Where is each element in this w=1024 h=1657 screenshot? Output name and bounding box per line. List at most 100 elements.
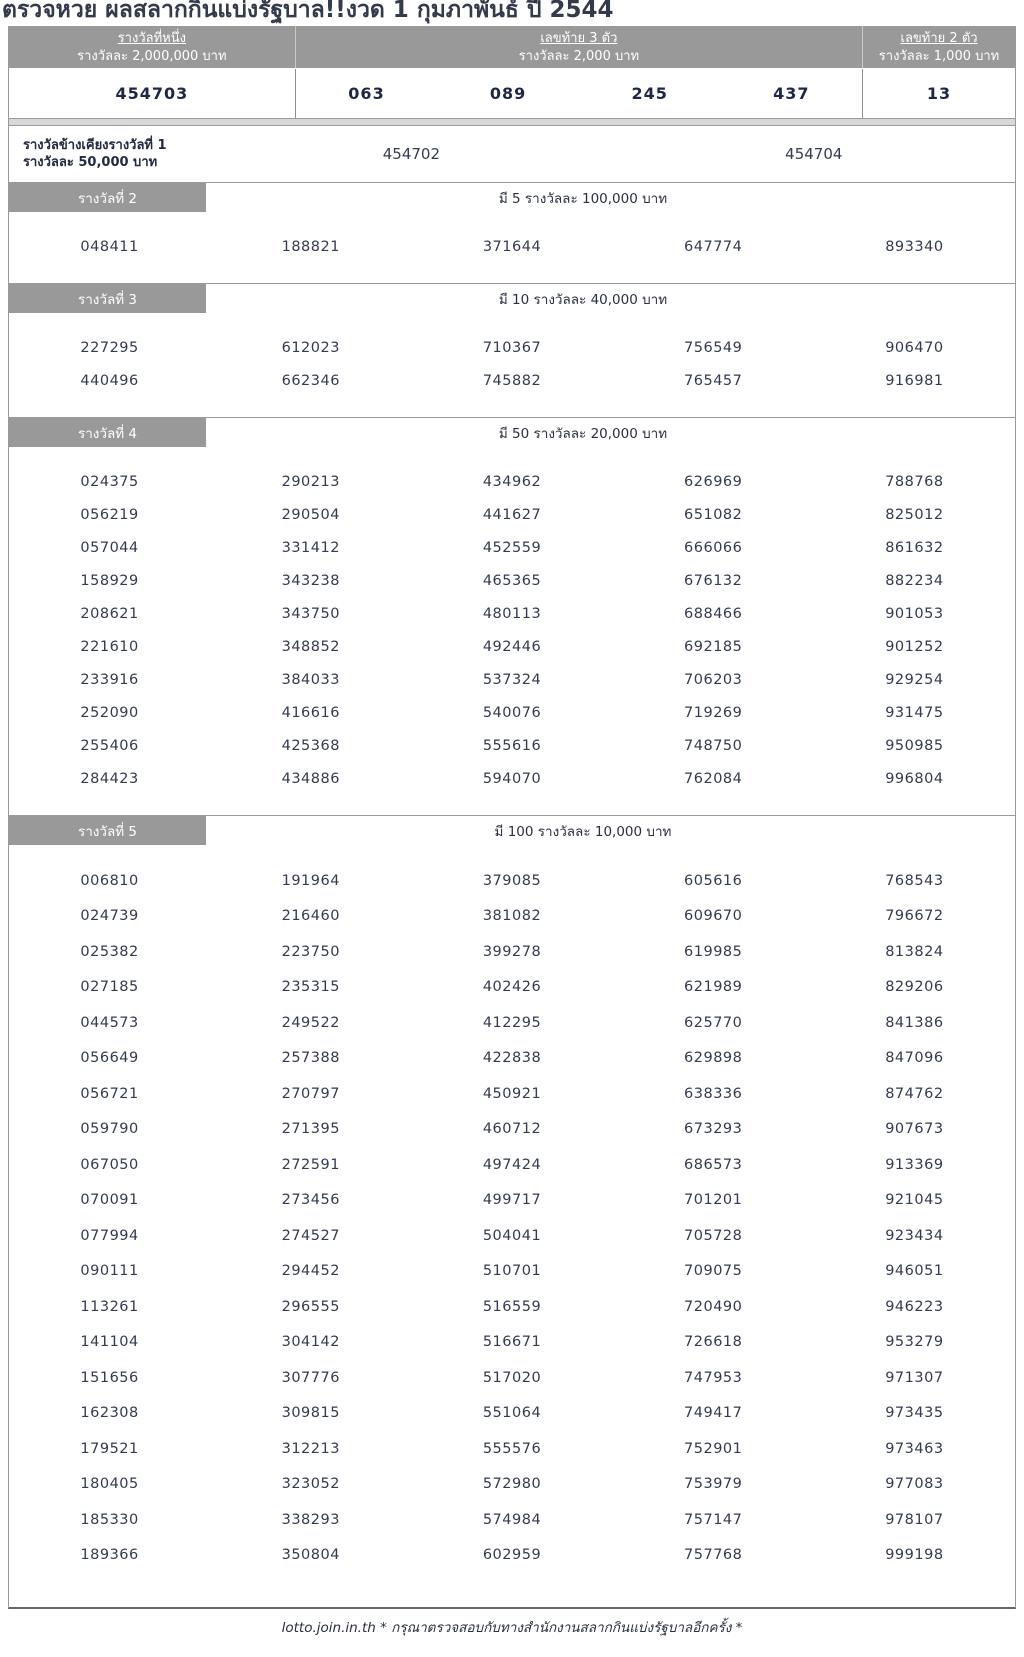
prize-number: 257388 — [281, 1050, 340, 1067]
prize-number: 946051 — [885, 1263, 944, 1280]
lottery-results-table: รางวัลที่หนึ่ง รางวัลละ 2,000,000 บาท เล… — [8, 26, 1016, 1609]
side-prize-label: รางวัลข้างเคียงรางวัลที่ 1 รางวัลละ 50,0… — [9, 137, 210, 171]
prize-number: 720490 — [684, 1298, 743, 1315]
section-band-prize-4: รางวัลที่ 4 มี 50 รางวัลละ 20,000 บาท — [9, 417, 1015, 447]
prize-number: 893340 — [885, 238, 944, 255]
side-prize-row: รางวัลข้างเคียงรางวัลที่ 1 รางวัลละ 50,0… — [9, 126, 1015, 182]
section-label: รางวัลที่ 2 — [9, 183, 206, 212]
section-info: มี 10 รางวัลละ 40,000 บาท — [498, 291, 668, 308]
section-label: รางวัลที่ 3 — [9, 284, 206, 313]
prize-number: 861632 — [885, 539, 944, 556]
prize-number: 621989 — [684, 979, 743, 996]
section-info: มี 100 รางวัลละ 10,000 บาท — [494, 823, 672, 840]
prize-number: 813824 — [885, 943, 944, 960]
prize-number: 605616 — [684, 872, 743, 889]
prize-number: 151656 — [80, 1369, 139, 1386]
prize-number: 710367 — [482, 339, 542, 356]
prize-number: 499717 — [482, 1192, 542, 1209]
three-digit-amount: รางวัลละ 2,000 บาท — [518, 48, 640, 64]
prize-number: 706203 — [684, 671, 743, 688]
prize-number: 284423 — [80, 770, 139, 787]
prize-number: 686573 — [684, 1156, 743, 1173]
prize-number: 901252 — [885, 638, 944, 655]
first-prize-number-cell: 454703 — [9, 69, 295, 118]
prize-number: 709075 — [684, 1263, 743, 1280]
prize-number: 756549 — [684, 339, 743, 356]
prize-number: 350804 — [281, 1547, 340, 1564]
separator-strip — [9, 118, 1015, 126]
prize-number: 024739 — [80, 908, 139, 925]
prize-number: 056721 — [80, 1085, 139, 1102]
prize-number: 274527 — [281, 1227, 340, 1244]
prize-number: 931475 — [885, 704, 944, 721]
prize-number: 662346 — [281, 372, 340, 389]
two-digit-label: เลขท้าย 2 ตัว — [900, 30, 978, 46]
prize-number: 290504 — [281, 506, 340, 523]
prize-number: 273456 — [281, 1192, 340, 1209]
first-prize-number: 454703 — [115, 84, 189, 103]
prize-number: 006810 — [80, 872, 139, 889]
prize-number: 676132 — [684, 572, 743, 589]
side-prize-label-line2: รางวัลละ 50,000 บาท — [23, 155, 158, 170]
prize-number: 312213 — [281, 1440, 340, 1457]
section-label: รางวัลที่ 5 — [9, 816, 206, 845]
prize-number: 044573 — [80, 1014, 139, 1031]
prize-number: 666066 — [684, 539, 743, 556]
prize-number: 059790 — [80, 1121, 139, 1138]
prize-number: 726618 — [684, 1334, 743, 1351]
prize-number: 796672 — [885, 908, 944, 925]
prize-number: 923434 — [885, 1227, 944, 1244]
prize-number: 953279 — [885, 1334, 944, 1351]
two-digit-number-cell: 13 — [862, 69, 1015, 118]
prize-number: 768543 — [885, 872, 944, 889]
prize-number: 946223 — [885, 1298, 944, 1315]
prize-number: 638336 — [684, 1085, 743, 1102]
prize-number: 188821 — [281, 238, 340, 255]
prize-number: 402426 — [482, 979, 542, 996]
prize-number: 425368 — [281, 737, 340, 754]
prize-number: 221610 — [80, 638, 139, 655]
prize-number: 594070 — [482, 770, 542, 787]
prize-number: 077994 — [80, 1227, 139, 1244]
prize-number: 208621 — [80, 605, 139, 622]
two-digit-number: 13 — [926, 84, 952, 103]
prize-number: 647774 — [684, 238, 743, 255]
prize-number: 874762 — [885, 1085, 944, 1102]
prize-number: 294452 — [281, 1263, 340, 1280]
prize-number: 343750 — [281, 605, 340, 622]
prize-number: 701201 — [684, 1192, 743, 1209]
prize-number: 384033 — [281, 671, 340, 688]
prize-number: 348852 — [281, 638, 340, 655]
prize-number: 752901 — [684, 1440, 743, 1457]
prize-number: 233916 — [80, 671, 139, 688]
page-title: ตรวจหวย ผลสลากกินแบ่งรัฐบาล!!งวด 1 กุมภา… — [2, 0, 614, 23]
prize-number: 555616 — [482, 737, 542, 754]
prize-number: 757768 — [684, 1547, 743, 1564]
prize-number: 516671 — [482, 1334, 542, 1351]
prize-number: 343238 — [281, 572, 340, 589]
prize-number: 441627 — [482, 506, 542, 523]
prize-number: 825012 — [885, 506, 944, 523]
prize-number: 113261 — [80, 1298, 139, 1315]
prize-number: 551064 — [482, 1405, 542, 1422]
prize-number: 753979 — [684, 1476, 743, 1493]
prize-number: 651082 — [684, 506, 743, 523]
prize-number: 434962 — [482, 473, 542, 490]
prize-number: 048411 — [80, 238, 139, 255]
winning-numbers-row: 454703 063 089 245 437 13 — [9, 68, 1015, 118]
two-digit-header: เลขท้าย 2 ตัว รางวัลละ 1,000 บาท — [862, 26, 1015, 68]
section-info: มี 50 รางวัลละ 20,000 บาท — [498, 425, 668, 442]
prize-number: 412295 — [482, 1014, 542, 1031]
prize-number: 673293 — [684, 1121, 743, 1138]
prize-number: 331412 — [281, 539, 340, 556]
prize-number: 950985 — [885, 737, 944, 754]
prize-number: 416616 — [281, 704, 340, 721]
prize-number: 450921 — [482, 1085, 542, 1102]
prize-number: 371644 — [482, 238, 542, 255]
prize-number: 063 — [348, 84, 385, 103]
prize-number: 765457 — [684, 372, 743, 389]
prize-number: 249522 — [281, 1014, 340, 1031]
prize-number: 574984 — [482, 1511, 542, 1528]
prize-number: 307776 — [281, 1369, 340, 1386]
prize-number: 629898 — [684, 1050, 743, 1067]
